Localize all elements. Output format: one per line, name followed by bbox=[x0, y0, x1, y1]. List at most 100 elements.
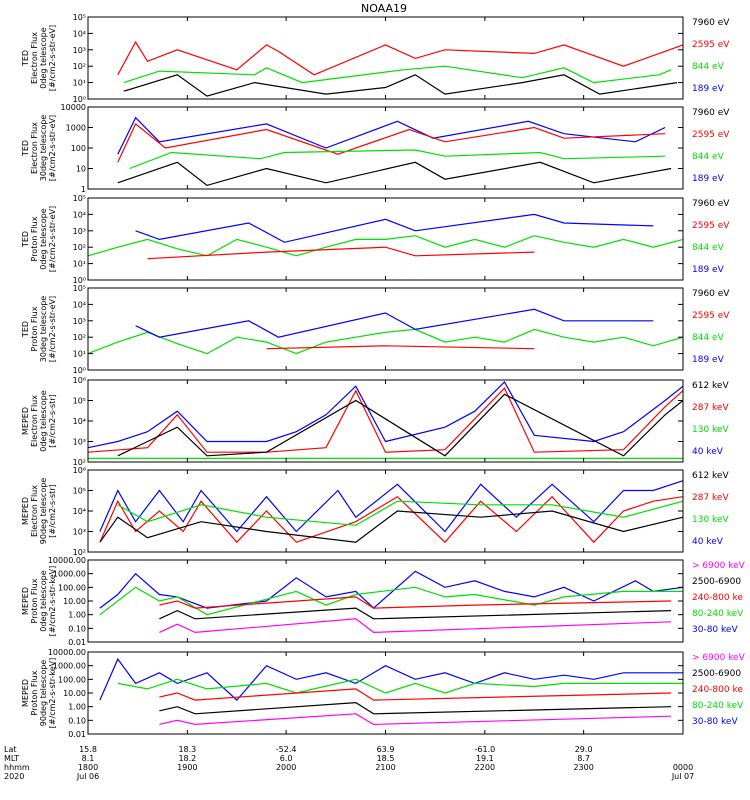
chart-panel-3: 10⁰ 10¹ 10² 10³ 10⁴ 10⁵ TED Proton Flux 0deg tel… bbox=[21, 194, 730, 285]
y-tick-label: 1000.00 bbox=[53, 662, 86, 671]
x-axis-tick-label: 2300 bbox=[573, 763, 593, 772]
y-tick-label: 0.10 bbox=[68, 716, 86, 725]
y-axis-label-line: TED bbox=[21, 231, 30, 248]
legend-entry: 7960 eV bbox=[692, 108, 730, 118]
y-axis-label-line: Electron Flux bbox=[30, 485, 39, 537]
series-line bbox=[99, 480, 684, 533]
y-tick-label: 1 bbox=[81, 185, 86, 194]
y-tick-label: 10¹ bbox=[73, 260, 86, 269]
y-tick-label: 10⁴ bbox=[73, 300, 86, 309]
legend-entry: 240-800 ke bbox=[692, 593, 743, 603]
y-tick-label: 10 bbox=[76, 165, 86, 174]
x-axis-tick-label: 18.2 bbox=[178, 754, 196, 763]
y-tick-label: 100.00 bbox=[58, 675, 86, 684]
series-line bbox=[117, 116, 666, 155]
y-tick-label: 10⁵ bbox=[73, 13, 86, 22]
legend-entry: 612 keV bbox=[692, 381, 729, 391]
series-line bbox=[87, 328, 684, 355]
plot-frame bbox=[87, 106, 684, 190]
legend-entry: 2500-6900 bbox=[692, 669, 741, 679]
y-axis-label-line: 0deg telescope bbox=[39, 570, 48, 631]
series-line bbox=[135, 213, 654, 243]
x-axis-tick-label: 19.1 bbox=[476, 754, 494, 763]
legend-entry: 30-80 keV bbox=[692, 717, 738, 727]
series-line bbox=[159, 713, 672, 726]
y-tick-label: 10⁵ bbox=[73, 284, 86, 293]
series-line bbox=[99, 586, 683, 616]
legend-entry: 844 eV bbox=[692, 62, 725, 72]
figure-title: NOAA19 bbox=[361, 2, 407, 15]
chart-panel-6: 10² 10³ 10⁴ 10⁵ 10⁶ MEPED Electron Flux 90deg t… bbox=[21, 466, 729, 557]
legend-entry: 30-80 keV bbox=[692, 625, 738, 635]
y-axis-label-line: [#/cm2-s-str] bbox=[48, 484, 57, 537]
legend-entry: 80-240 keV bbox=[692, 609, 744, 619]
y-tick-label: 0.01 bbox=[68, 730, 86, 739]
legend-entry: 130 keV bbox=[692, 425, 729, 435]
y-tick-label: 10.00 bbox=[63, 689, 86, 698]
legend-entry: 2595 eV bbox=[692, 311, 730, 321]
y-tick-label: 10³ bbox=[73, 438, 86, 447]
series-line bbox=[99, 495, 684, 544]
series-line bbox=[87, 235, 684, 257]
y-axis-label-line: 0deg telescope bbox=[39, 390, 48, 451]
y-axis-label-line: Electron Flux bbox=[30, 32, 39, 84]
x-axis-row-label: hhmm bbox=[4, 763, 30, 772]
series-line bbox=[159, 607, 672, 620]
legend-entry: 189 eV bbox=[692, 265, 725, 275]
y-axis-label-line: 30deg telescope bbox=[39, 296, 48, 363]
y-axis-label-line: TED bbox=[21, 321, 30, 338]
y-tick-label: 10² bbox=[73, 333, 86, 342]
series-line bbox=[135, 308, 654, 338]
y-tick-label: 100 bbox=[71, 144, 86, 153]
plot-frame bbox=[87, 379, 684, 463]
legend-entry: 2595 eV bbox=[692, 221, 730, 231]
x-axis-tick-label: 8.1 bbox=[82, 754, 95, 763]
y-axis-label-line: 90deg telescope bbox=[39, 660, 48, 727]
y-axis-label-line: Proton Flux bbox=[30, 670, 39, 715]
y-axis-label-line: 90deg telescope bbox=[39, 478, 48, 545]
x-axis-tick-label: 15.8 bbox=[79, 745, 97, 754]
series-line bbox=[117, 393, 684, 457]
y-tick-label: 10⁵ bbox=[73, 194, 86, 203]
y-tick-label: 10⁵ bbox=[73, 397, 86, 406]
x-axis-row-label: MLT bbox=[4, 754, 19, 763]
legend-entry: > 6900 keV bbox=[692, 653, 746, 663]
y-tick-label: 1.00 bbox=[68, 703, 86, 712]
y-tick-label: 10⁴ bbox=[73, 417, 86, 426]
y-tick-label: 1000.00 bbox=[53, 570, 86, 579]
y-axis-label-line: MEPED bbox=[21, 587, 30, 615]
y-tick-label: 10000.00 bbox=[48, 556, 86, 565]
series-line bbox=[87, 381, 684, 449]
legend-entry: > 6900 keV bbox=[692, 561, 746, 571]
legend-entry: 287 keV bbox=[692, 403, 729, 413]
y-tick-label: 10¹ bbox=[73, 79, 86, 88]
y-tick-label: 0.10 bbox=[68, 624, 86, 633]
y-axis-label-line: [#/cm2-s-str-eV] bbox=[48, 206, 57, 272]
y-axis-label-line: [#/cm2-s-str] bbox=[48, 394, 57, 447]
chart-panel-2: 1 10 100 1000 10000 TED Electron Flux 30deg tel… bbox=[21, 103, 730, 194]
y-tick-label: 0.01 bbox=[68, 638, 86, 647]
y-tick-label: 10⁰ bbox=[73, 95, 86, 104]
y-axis-label-line: [#/cm2-s-str-eV] bbox=[48, 115, 57, 181]
x-axis-tick-label: 18.5 bbox=[377, 754, 395, 763]
series-line bbox=[99, 510, 684, 543]
x-axis-row-label: 2020 bbox=[4, 772, 24, 781]
series-line bbox=[159, 701, 672, 715]
y-tick-label: 10² bbox=[73, 243, 86, 252]
y-tick-label: 10² bbox=[73, 548, 86, 557]
y-axis-label-line: 0deg telescope bbox=[39, 27, 48, 88]
y-axis-label-line: 30deg telescope bbox=[39, 115, 48, 182]
legend-entry: 240-800 ke bbox=[692, 685, 743, 695]
series-line bbox=[99, 657, 683, 701]
y-tick-label: 10¹ bbox=[73, 350, 86, 359]
y-axis-label-line: [#/cm2-s-str-eV] bbox=[48, 25, 57, 91]
x-axis-tick-label: Jul 07 bbox=[671, 772, 694, 781]
y-tick-label: 10⁴ bbox=[73, 210, 86, 219]
x-axis-tick-label: Jul 06 bbox=[76, 772, 99, 781]
legend-entry: 40 keV bbox=[692, 447, 724, 457]
series-line bbox=[159, 596, 672, 609]
y-axis-label-line: 0deg telescope bbox=[39, 208, 48, 269]
